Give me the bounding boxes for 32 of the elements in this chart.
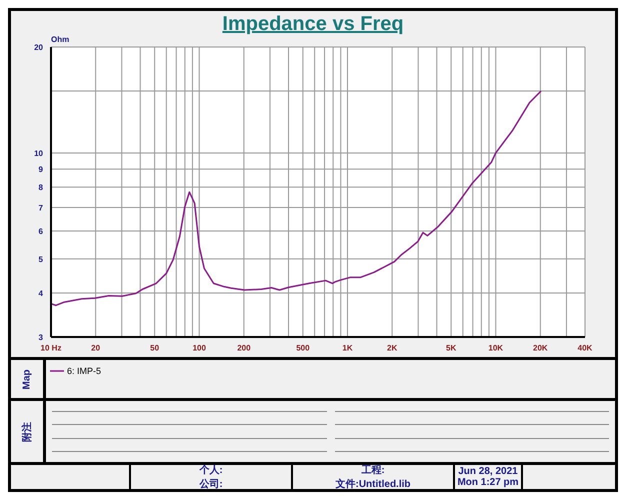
y-tick-label: 6 xyxy=(38,226,44,236)
text: Map xyxy=(22,369,32,389)
x-tick-label: 200 xyxy=(237,344,252,353)
x-tick-label: 2K xyxy=(387,344,398,353)
chart-title: Impedance vs Freq xyxy=(222,13,404,35)
x-tick-label: 5K xyxy=(446,344,456,353)
text: 个人: xyxy=(199,464,223,477)
y-tick-label: 20 xyxy=(34,42,44,52)
x-tick-label: 40K xyxy=(578,344,593,353)
text: 工程: xyxy=(361,464,385,477)
x-tick-label: 500 xyxy=(296,344,310,353)
x-tick-label: 10K xyxy=(488,344,504,353)
legend-label: 6: IMP-5 xyxy=(67,366,102,376)
x-tick-label: 10 Hz xyxy=(40,344,62,353)
x-tick-label: 20 xyxy=(91,344,101,353)
y-tick-label: 3 xyxy=(38,332,44,342)
y-tick-label: 5 xyxy=(38,254,44,264)
y-tick-label: 4 xyxy=(38,288,44,298)
y-tick-label: 10 xyxy=(34,148,44,158)
y-axis-title: Ohm xyxy=(51,35,70,44)
x-tick-label: 100 xyxy=(192,344,206,353)
text: Jun 28, 2021 xyxy=(458,466,518,477)
text: 文件:Untitled.lib xyxy=(336,478,410,491)
y-tick-label: 8 xyxy=(38,182,44,192)
y-tick-label: 7 xyxy=(38,203,44,212)
x-tick-label: 20K xyxy=(533,344,548,353)
text: 附注 xyxy=(20,422,34,442)
y-tick-label: 9 xyxy=(38,164,44,174)
text: 公司: xyxy=(199,478,223,491)
x-tick-label: 1K xyxy=(342,344,353,353)
text: Mon 1:27 pm xyxy=(457,477,519,488)
x-tick-label: 50 xyxy=(150,344,160,353)
